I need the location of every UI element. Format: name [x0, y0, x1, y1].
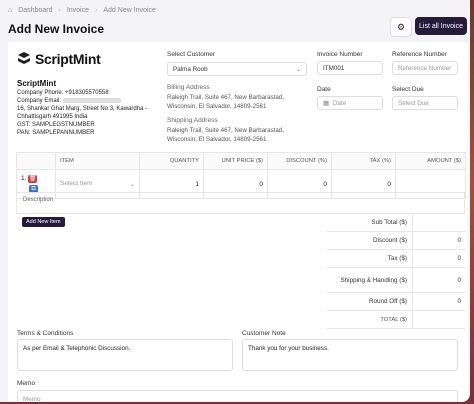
table-row: 1. 🗑 ⧉ Select Item ⌄ 1 0 0 0 — [16, 169, 466, 199]
breadcrumb-invoice[interactable]: Invoice — [66, 7, 90, 14]
company-name: ScriptMint — [17, 79, 57, 88]
shipping-address-label: Shipping Address — [167, 117, 218, 124]
list-all-invoice-button[interactable]: List all Invoice — [415, 17, 467, 35]
items-table-header: ITEM QUANTITY UNIT PRICE ($) DISCOUNT (%… — [16, 152, 466, 170]
logo-text: ScriptMint — [35, 51, 101, 67]
company-gst: GST: SAMPLEGSTNUMBER — [17, 122, 95, 128]
col-discount: DISCOUNT (%) — [267, 152, 332, 170]
gear-icon: ⚙ — [396, 21, 406, 32]
round-off-row: Round Off ($) 0 — [327, 293, 465, 311]
invoice-form-card: ScriptMint ScriptMint Company Phone: +91… — [8, 42, 468, 402]
item-select[interactable]: Select Item ⌄ — [55, 169, 140, 199]
customer-note-label: Customer Note — [242, 330, 286, 337]
round-off-input[interactable]: 0 — [412, 293, 465, 310]
col-unit-price: UNIT PRICE ($) — [203, 152, 268, 170]
unit-price-input[interactable]: 0 — [203, 169, 268, 199]
totals-panel: Sub Total ($) Discount ($) 0 Tax ($) 0 S… — [327, 214, 465, 329]
select-customer-label: Select Customer — [167, 51, 216, 58]
date-label: Date — [317, 86, 331, 93]
items-table: ITEM QUANTITY UNIT PRICE ($) DISCOUNT (%… — [16, 152, 466, 199]
page-title: Add New Invoice — [8, 22, 105, 36]
settings-button[interactable]: ⚙ — [390, 17, 412, 37]
breadcrumb: ⌂ Dashboard › Invoice › Add New Invoice — [8, 7, 156, 14]
memo-textarea[interactable]: Memo — [17, 390, 458, 402]
amount-cell — [395, 169, 466, 199]
home-icon[interactable]: ⌂ — [8, 7, 13, 14]
company-details: Company Phone: +918305570558 Company Ema… — [17, 89, 147, 137]
row-index: 1. — [21, 175, 27, 182]
invoice-number-input[interactable]: ITM001 — [317, 61, 383, 75]
breadcrumb-separator: › — [95, 7, 98, 14]
date-placeholder: Date — [332, 99, 347, 107]
billing-line2: Wisconsin, El Salvador, 14809-2561 — [167, 102, 267, 110]
discount-total-input[interactable]: 0 — [412, 232, 465, 249]
total-value — [412, 311, 465, 328]
due-select[interactable]: Select Due — [392, 96, 458, 110]
billing-address: Raleigh Trail, Suite 467, New Barbarasta… — [167, 94, 284, 111]
sub-total-row: Sub Total ($) — [327, 214, 465, 232]
tax-total-label: Tax ($) — [387, 255, 407, 262]
trash-icon[interactable]: 🗑 — [28, 175, 38, 183]
sub-total-label: Sub Total ($) — [371, 219, 407, 226]
discount-input[interactable]: 0 — [267, 169, 332, 199]
tax-row: Tax ($) 0 — [327, 250, 465, 268]
company-address-line1: 16, Shankar Ghat Marg, Street No 3, Kawa… — [17, 106, 148, 112]
chevron-down-icon: ⌄ — [295, 66, 301, 73]
col-quantity: QUANTITY — [139, 152, 204, 170]
copy-icon[interactable]: ⧉ — [29, 185, 38, 193]
shipping-input[interactable]: 0 — [412, 268, 465, 292]
col-tax: TAX (%) — [331, 152, 396, 170]
col-amount: AMOUNT ($) — [395, 152, 466, 170]
billing-address-label: Billing Address — [167, 84, 210, 91]
logo-mark-icon — [18, 52, 30, 64]
add-new-item-button[interactable]: Add New Item — [22, 217, 65, 227]
shipping-label: Shipping & Handling ($) — [340, 276, 407, 284]
memo-label: Memo — [17, 380, 36, 387]
discount-row: Discount ($) 0 — [327, 232, 465, 250]
company-pan: PAN: SAMPLEPANNUMBER — [17, 130, 95, 136]
company-phone: Company Phone: +918305570558 — [17, 90, 109, 96]
calendar-icon: ▦ — [323, 99, 329, 107]
customer-select-value: Palma Roob — [173, 65, 208, 73]
shipping-line1: Raleigh Trail, Suite 467, New Barbarasta… — [167, 127, 284, 134]
total-label: TOTAL ($) — [380, 316, 407, 323]
shipping-row: Shipping & Handling ($) 0 — [327, 268, 465, 293]
sub-total-value — [412, 214, 465, 231]
select-due-label: Select Due — [392, 86, 424, 93]
breadcrumb-dashboard[interactable]: Dashboard — [18, 7, 53, 14]
discount-total-label: Discount ($) — [373, 237, 407, 244]
billing-line1: Raleigh Trail, Suite 467, New Barbarasta… — [167, 94, 284, 101]
company-logo: ScriptMint — [17, 51, 101, 67]
round-off-label: Round Off ($) — [368, 298, 407, 305]
customer-select[interactable]: Palma Roob ⌄ — [167, 62, 307, 76]
quantity-input[interactable]: 1 — [139, 169, 204, 199]
company-email-redacted — [62, 97, 121, 103]
item-select-placeholder: Select Item — [60, 180, 93, 187]
reference-number-input[interactable]: Reference Number — [392, 61, 458, 75]
col-item: ITEM — [55, 152, 140, 170]
shipping-line2: Wisconsin, El Salvador, 14809-2561 — [167, 135, 267, 143]
tax-total-input[interactable]: 0 — [412, 250, 465, 267]
chevron-down-icon: ⌄ — [129, 181, 135, 188]
company-email-label: Company Email: — [17, 98, 62, 104]
breadcrumb-current: Add New Invoice — [103, 7, 156, 14]
description-input[interactable]: Description — [16, 192, 465, 214]
invoice-number-label: Invoice Number — [317, 51, 363, 58]
terms-label: Terms & Conditions — [17, 330, 74, 337]
shipping-address: Raleigh Trail, Suite 467, New Barbarasta… — [167, 127, 284, 144]
reference-number-label: Reference Number — [392, 51, 447, 58]
company-address-line2: Chhattisgarh 491995 India — [17, 114, 88, 120]
date-input[interactable]: ▦ Date — [317, 96, 383, 110]
terms-textarea[interactable]: As per Email & Telephonic Discussion. — [17, 339, 233, 371]
customer-note-textarea[interactable]: Thank you for your business. — [242, 339, 458, 371]
breadcrumb-separator: › — [58, 7, 61, 14]
total-row: TOTAL ($) — [327, 311, 465, 329]
